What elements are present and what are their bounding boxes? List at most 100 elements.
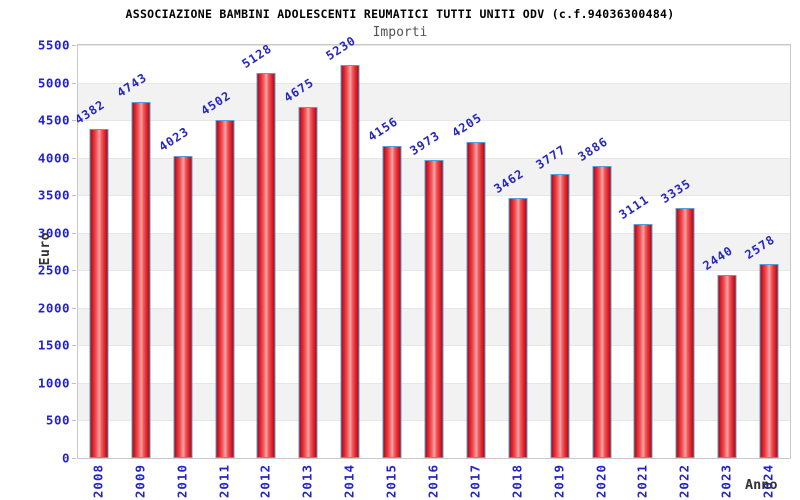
y-tick-label: 4000: [37, 150, 70, 166]
bar-slot: 2578: [742, 45, 790, 458]
y-tick-label: 1500: [37, 337, 70, 353]
y-tick-mark: [72, 270, 76, 272]
x-tick-label: 2010: [174, 464, 190, 499]
bar-value-label: 3886: [574, 134, 611, 165]
x-tick: 2012: [258, 464, 273, 498]
bar: [592, 166, 612, 458]
bar-value-label: 4023: [156, 124, 192, 154]
bar-slot: 2440: [701, 45, 748, 458]
x-axis-title: Anno: [745, 477, 778, 493]
y-tick-mark: [72, 232, 76, 234]
bar-slot: 4156: [365, 45, 413, 458]
y-tick-mark: [72, 195, 76, 197]
y-tick-label: 500: [45, 412, 70, 428]
x-tick: 2022: [677, 464, 692, 498]
bar: [340, 65, 360, 458]
bar: [131, 101, 151, 458]
bar-slot: 3886: [575, 45, 623, 458]
x-tick: 2023: [719, 464, 734, 498]
y-tick-label: 4500: [37, 112, 70, 128]
bar: [633, 224, 653, 458]
bar-slot: 3462: [491, 45, 539, 458]
bar-slot: 3111: [617, 45, 664, 458]
y-tick-mark: [72, 345, 76, 347]
bar: [173, 155, 193, 458]
x-tick: 2015: [384, 464, 399, 498]
x-tick: 2017: [467, 464, 482, 498]
bar: [466, 142, 486, 458]
x-tick: 2019: [551, 464, 566, 498]
x-tick: 2008: [90, 464, 105, 498]
x-tick-label: 2008: [90, 464, 106, 499]
x-tick: 2011: [216, 464, 231, 498]
bar-value-label: 4743: [114, 70, 150, 100]
x-tick: 2020: [593, 464, 608, 498]
bar-slot: 5230: [324, 34, 371, 458]
bar-slot: 4743: [114, 45, 162, 458]
bar-slot: 4023: [156, 45, 204, 458]
bar: [256, 72, 276, 458]
y-tick-label: 2000: [37, 300, 70, 316]
x-tick-label: 2018: [509, 464, 525, 499]
bar-slot: 3777: [533, 45, 581, 458]
x-tick-label: 2022: [676, 464, 692, 499]
x-tick-label: 2015: [383, 464, 399, 499]
bar: [215, 119, 235, 458]
bar: [550, 174, 570, 458]
x-tick-label: 2009: [132, 464, 148, 499]
bar-slot: 3973: [407, 45, 455, 458]
y-tick-label: 5500: [37, 37, 70, 53]
x-axis: 2008 2009 2010 2011 2012 2013 2014 2015 2016 2017…: [77, 462, 791, 500]
x-tick-label: 2020: [593, 464, 609, 499]
y-tick-mark: [72, 157, 76, 159]
y-tick-mark: [72, 120, 76, 122]
x-tick-label: 2011: [216, 464, 232, 499]
bar-value-label: 4156: [365, 114, 401, 144]
bar-value-label: 2440: [700, 243, 736, 273]
bar: [508, 198, 528, 458]
x-tick-label: 2017: [467, 464, 483, 499]
grid-band: [78, 45, 790, 83]
grid-band: [78, 120, 790, 158]
bar-value-label: 3335: [658, 175, 694, 206]
y-tick-mark: [72, 82, 76, 84]
bar: [675, 207, 695, 458]
bar-value-label: 5128: [239, 41, 276, 71]
bar-slot: 4382: [72, 45, 120, 458]
y-axis: 0 500 1000 1500 2000 2500 3000 3500 4000 4500 5000…: [0, 38, 70, 466]
y-tick-mark: [72, 307, 76, 309]
bar-value-label: 4205: [449, 110, 485, 141]
x-tick: 2018: [509, 464, 524, 498]
bar-slot: 3335: [659, 45, 706, 458]
bar-slot: 4502: [198, 45, 246, 458]
y-tick-label: 1000: [37, 375, 70, 391]
bar-value-label: 3973: [407, 128, 443, 158]
bar-value-label: 4502: [197, 88, 234, 118]
x-tick-label: 2021: [634, 464, 650, 499]
y-tick-mark: [72, 420, 76, 422]
bar: [717, 274, 737, 458]
x-tick-label: 2012: [257, 464, 273, 499]
x-tick-label: 2019: [551, 464, 567, 499]
x-tick: 2009: [132, 464, 147, 498]
bar-slot: 4675: [282, 45, 329, 458]
x-tick: 2013: [300, 464, 315, 498]
bar-slot: 5128: [240, 41, 288, 458]
chart-subtitle: Importi: [372, 25, 428, 40]
x-tick-label: 2014: [341, 464, 357, 499]
bar-value-label: 3777: [533, 142, 569, 173]
bar: [298, 106, 318, 458]
bar-value-label: 2578: [742, 232, 778, 263]
bar-value-label: 4675: [281, 75, 317, 105]
bar: [382, 145, 402, 458]
x-tick-label: 2016: [425, 464, 441, 499]
bar: [759, 264, 779, 458]
x-tick: 2016: [426, 464, 441, 498]
chart-title: ASSOCIAZIONE BAMBINI ADOLESCENTI REUMATI…: [125, 7, 675, 21]
y-tick-mark: [72, 458, 76, 459]
y-tick-label: 2500: [37, 262, 70, 278]
x-tick-label: 2023: [718, 464, 734, 499]
x-tick: 2021: [635, 464, 650, 498]
plot-area: 4382 4743 4023 4502 5128 4675 5230 4156 3973 4205…: [72, 34, 791, 459]
y-tick-label: 3000: [37, 225, 70, 241]
